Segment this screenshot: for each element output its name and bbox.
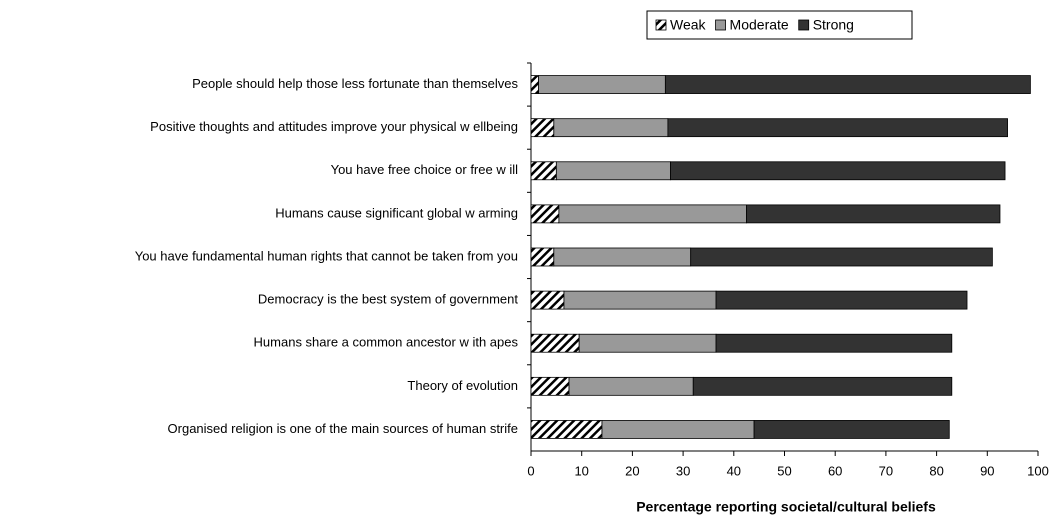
bar-segment: [578, 333, 717, 353]
bar-segment: [555, 161, 671, 181]
bar-segment: [670, 161, 1006, 181]
bar-segment: [530, 161, 557, 181]
bar-segment: [692, 376, 953, 396]
bar-segment: [601, 420, 755, 439]
bar-segment: [667, 118, 1008, 138]
bar-segment: [563, 290, 717, 310]
y-tick-label: You have fundamental human rights that c…: [135, 248, 518, 263]
legend-swatch: [655, 19, 667, 31]
bar-segment: [746, 204, 1001, 224]
x-tick-label: 80: [929, 463, 943, 478]
legend-swatch: [798, 19, 810, 31]
bar-segment: [690, 247, 993, 267]
x-tick-label: 90: [980, 463, 994, 478]
legend-label: Strong: [813, 17, 854, 33]
x-tick-label: 70: [879, 463, 893, 478]
bar-segment: [553, 247, 692, 267]
bar-segment: [568, 376, 694, 396]
y-tick-label: Humans share a common ancestor w ith ape…: [254, 335, 519, 350]
legend-label: Moderate: [730, 17, 789, 33]
y-tick-label: Humans cause significant global w arming: [275, 205, 518, 220]
x-tick-label: 20: [625, 463, 639, 478]
bar-segment: [530, 118, 555, 138]
bar-segment: [715, 290, 968, 310]
bar-segment: [530, 376, 570, 396]
bar-segment: [530, 247, 555, 267]
x-tick-label: 60: [828, 463, 842, 478]
x-tick-label: 10: [574, 463, 588, 478]
x-tick-label: 100: [1027, 463, 1049, 478]
bar-segment: [530, 75, 540, 94]
bar-segment: [753, 420, 950, 439]
bar-segment: [664, 75, 1031, 94]
x-tick-label: 40: [727, 463, 741, 478]
bar-segment: [530, 204, 560, 224]
y-tick-label: Democracy is the best system of governme…: [258, 292, 518, 307]
y-tick-label: People should help those less fortunate …: [192, 76, 518, 91]
y-tick-label: Organised religion is one of the main so…: [168, 421, 518, 436]
x-axis-label: Percentage reporting societal/cultural b…: [636, 499, 936, 515]
y-tick-label: Positive thoughts and attitudes improve …: [150, 119, 518, 134]
bar-segment: [530, 290, 565, 310]
x-tick-label: 0: [527, 463, 534, 478]
bar-segment: [538, 75, 666, 94]
bar-segment: [530, 420, 603, 439]
bar-segment: [530, 333, 580, 353]
legend-box: [646, 10, 913, 40]
x-tick-label: 30: [676, 463, 690, 478]
legend-swatch: [715, 19, 726, 31]
y-tick-label: You have free choice or free w ill: [331, 162, 519, 177]
legend-label: Weak: [670, 17, 707, 33]
bar-segment: [558, 204, 747, 224]
bar-segment: [553, 118, 669, 138]
y-tick-label: Theory of evolution: [407, 378, 518, 393]
x-tick-label: 50: [777, 463, 791, 478]
bar-segment: [715, 333, 953, 353]
